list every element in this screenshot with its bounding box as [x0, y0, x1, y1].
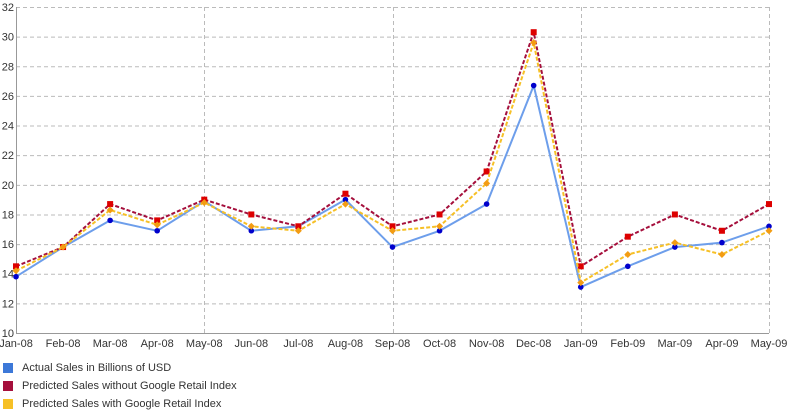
data-point [106, 206, 114, 214]
data-point [342, 190, 349, 197]
data-point [483, 168, 490, 175]
data-point [577, 279, 585, 287]
data-point [766, 223, 772, 230]
data-point [624, 233, 631, 240]
x-tick-label: Mar-08 [93, 338, 128, 350]
y-tick-label: 16 [2, 239, 14, 251]
series-line [15, 84, 770, 289]
data-point [530, 29, 537, 36]
data-point [436, 227, 443, 234]
legend-label: Predicted Sales with Google Retail Index [22, 398, 222, 410]
data-point [718, 250, 726, 258]
y-tick-label: 10 [2, 328, 14, 340]
y-tick-label: 18 [2, 209, 14, 221]
x-tick-label: Oct-08 [423, 338, 456, 350]
legend-item-actual-sales[interactable]: Actual Sales in Billions of USD [3, 359, 237, 377]
data-point [294, 227, 302, 235]
y-tick-label: 26 [2, 91, 14, 103]
data-point [672, 244, 678, 250]
legend-swatch-red [3, 381, 13, 391]
data-point [247, 222, 255, 230]
y-tick-label: 14 [2, 269, 14, 281]
x-tick-label: Apr-09 [705, 338, 738, 350]
x-tick-label: Mar-09 [657, 338, 692, 350]
line-chart: 10 12 14 16 18 20 22 24 26 28 30 32 Jan-08 Feb-08 Mar-… [0, 2, 787, 350]
data-point [154, 227, 160, 234]
series-layer [12, 29, 773, 290]
data-point [577, 284, 584, 290]
x-tick-label: Jun-08 [234, 338, 268, 350]
data-point [342, 196, 349, 203]
data-point [483, 179, 491, 187]
data-point [436, 211, 443, 218]
data-point [107, 201, 114, 208]
series-2 [12, 39, 773, 287]
legend-swatch-yellow [3, 399, 13, 409]
series-0 [13, 82, 772, 290]
legend-label: Predicted Sales without Google Retail In… [22, 380, 237, 392]
legend-item-predicted-without-index[interactable]: Predicted Sales without Google Retail In… [3, 377, 237, 395]
data-point [12, 267, 20, 275]
x-tick-label: May-08 [186, 338, 223, 350]
y-tick-label: 24 [2, 121, 14, 133]
data-point [671, 211, 678, 218]
legend-label: Actual Sales in Billions of USD [22, 362, 172, 374]
x-tick-label: May-09 [751, 338, 788, 350]
data-point [341, 200, 349, 208]
x-tick-label: Sep-08 [375, 338, 410, 350]
data-point [530, 82, 537, 89]
x-tick-label: Apr-08 [141, 338, 174, 350]
data-point [248, 227, 255, 234]
y-tick-label: 30 [2, 32, 14, 44]
data-point [625, 263, 631, 270]
y-tick-label: 20 [2, 180, 14, 192]
x-tick-label: Feb-08 [46, 338, 81, 350]
legend-swatch-blue [3, 363, 13, 373]
data-point [154, 217, 161, 224]
y-tick-label: 22 [2, 150, 14, 162]
data-point [718, 227, 725, 234]
x-tick-label: Jan-09 [564, 338, 598, 350]
data-point [389, 244, 396, 250]
legend-item-predicted-with-index[interactable]: Predicted Sales with Google Retail Index [3, 395, 237, 413]
data-point [13, 263, 19, 270]
grid-layer [16, 7, 770, 333]
data-point [389, 227, 396, 235]
tick-labels: 10 12 14 16 18 20 22 24 26 28 30 32 Jan-08 Feb-08 Mar-… [0, 2, 787, 350]
x-tick-label: Jan-08 [0, 338, 33, 350]
x-tick-label: Aug-08 [328, 338, 363, 350]
x-tick-label: Nov-08 [469, 338, 504, 350]
data-point [530, 39, 538, 47]
data-point [59, 243, 67, 251]
data-point [483, 201, 490, 207]
data-point [200, 199, 208, 207]
data-point [13, 273, 19, 280]
y-tick-label: 28 [2, 61, 14, 73]
data-point [153, 221, 161, 229]
data-point [248, 211, 255, 218]
data-point [719, 239, 725, 246]
y-tick-label: 12 [2, 298, 14, 310]
data-point [766, 201, 772, 208]
data-point [295, 223, 302, 230]
data-point [671, 239, 679, 247]
x-tick-label: Dec-08 [516, 338, 551, 350]
data-point [624, 250, 632, 258]
data-point [765, 227, 773, 235]
data-point [577, 263, 584, 270]
x-tick-label: Jul-08 [283, 338, 313, 350]
data-point [107, 217, 113, 224]
y-tick-label: 32 [2, 2, 14, 14]
data-point [389, 223, 396, 230]
axis-layer [16, 7, 769, 334]
data-point [436, 222, 444, 230]
legend: Actual Sales in Billions of USD Predicte… [3, 359, 237, 413]
x-tick-label: Feb-09 [610, 338, 645, 350]
